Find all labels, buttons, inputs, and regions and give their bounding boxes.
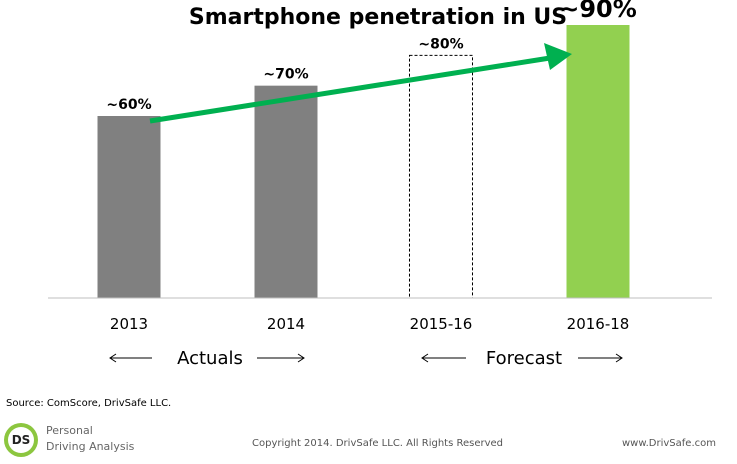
bar-2015-16 (409, 54, 473, 299)
group-arrowhead-left-0 (109, 353, 117, 363)
brand-tagline-line1: Personal (46, 424, 93, 437)
group-arrowhead-right-0 (297, 353, 305, 363)
copyright-notice: Copyright 2014. DrivSafe LLC. All Rights… (252, 438, 504, 449)
data-label-2013: ~60% (106, 97, 151, 113)
group-label-actuals: Actuals (177, 348, 243, 369)
x-tick-label-2015-16: 2015-16 (410, 315, 473, 333)
x-tick-label-2014: 2014 (267, 315, 305, 333)
data-label-2014: ~70% (263, 67, 308, 83)
bar-2014 (254, 85, 318, 299)
chart-title: Smartphone penetration in US (189, 5, 567, 30)
group-arrowhead-right-1 (615, 353, 623, 363)
brand-tagline-line2: Driving Analysis (46, 440, 135, 453)
trend-arrow-shaft (149, 55, 551, 124)
website-link[interactable]: www.DrivSafe.com (622, 438, 716, 449)
drivsafe-logo: DS (4, 423, 38, 457)
data-label-2016-18: ~90% (559, 0, 637, 23)
trend-arrowhead (544, 43, 572, 70)
x-tick-label-2013: 2013 (110, 315, 148, 333)
bar-2016-18 (566, 25, 630, 298)
bar-2013 (97, 116, 161, 298)
source-note: Source: ComScore, DrivSafe LLC. (6, 398, 172, 409)
group-arrowhead-left-1 (421, 353, 429, 363)
x-tick-label-2016-18: 2016-18 (567, 315, 630, 333)
group-label-forecast: Forecast (486, 348, 562, 369)
logo-text: DS (8, 427, 34, 453)
data-label-2015-16: ~80% (418, 36, 463, 52)
